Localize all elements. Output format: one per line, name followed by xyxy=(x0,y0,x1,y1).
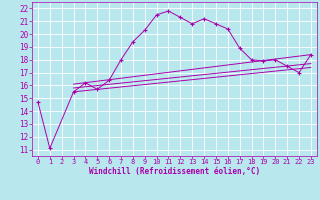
X-axis label: Windchill (Refroidissement éolien,°C): Windchill (Refroidissement éolien,°C) xyxy=(89,167,260,176)
